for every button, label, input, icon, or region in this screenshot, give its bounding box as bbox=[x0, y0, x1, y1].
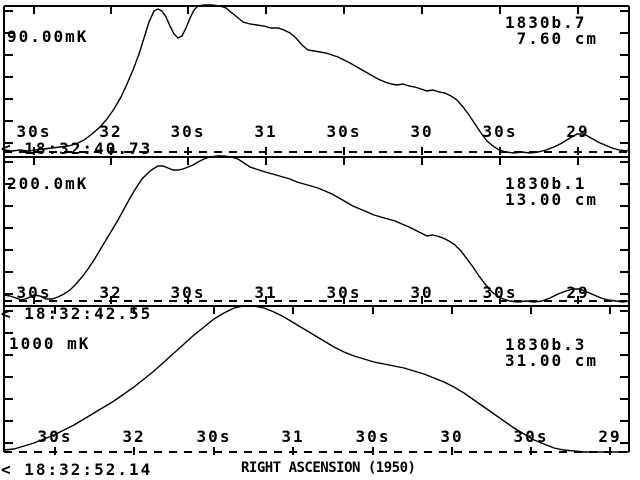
x-tick-label: 29 bbox=[566, 283, 590, 302]
scan-curve bbox=[3, 155, 630, 303]
source-name-label: 1830b.1 bbox=[505, 174, 587, 193]
scan-curve bbox=[3, 305, 629, 453]
x-tick-label: 30s bbox=[16, 122, 52, 141]
scan-timestamp: < 18:32:52.14 bbox=[1, 460, 153, 479]
x-tick-label: 31 bbox=[254, 122, 278, 141]
x-tick-label: 30s bbox=[196, 427, 232, 446]
x-tick-label: 30s bbox=[170, 122, 206, 141]
source-name-label: 1830b.7 bbox=[505, 13, 587, 32]
x-tick-label: 30s bbox=[513, 427, 549, 446]
scan-curve bbox=[3, 4, 630, 154]
x-axis-title: RIGHT ASCENSION (1950) bbox=[241, 460, 416, 476]
x-tick-label: 32 bbox=[122, 427, 146, 446]
x-tick-label: 32 bbox=[99, 122, 123, 141]
scan-timestamp: < 18:32:40.73 bbox=[1, 139, 153, 158]
amplitude-scale-label: 90.00mK bbox=[7, 27, 89, 46]
scan-timestamp: < 18:32:42.55 bbox=[1, 304, 153, 323]
x-tick-label: 30s bbox=[482, 283, 518, 302]
x-tick-label: 30s bbox=[326, 122, 362, 141]
x-tick-label: 31 bbox=[281, 427, 305, 446]
x-tick-label: 30s bbox=[482, 122, 518, 141]
x-tick-label: 30s bbox=[326, 283, 362, 302]
source-name-label: 1830b.3 bbox=[505, 335, 587, 354]
x-tick-label: 30 bbox=[410, 122, 434, 141]
x-tick-label: 30s bbox=[170, 283, 206, 302]
x-tick-label: 30 bbox=[410, 283, 434, 302]
x-tick-label: 29 bbox=[598, 427, 622, 446]
x-tick-label: 31 bbox=[254, 283, 278, 302]
x-tick-label: 30 bbox=[440, 427, 464, 446]
x-tick-label: 30s bbox=[355, 427, 391, 446]
wavelength-label: 31.00 cm bbox=[505, 351, 599, 370]
wavelength-label: 13.00 cm bbox=[505, 190, 599, 209]
x-tick-label: 32 bbox=[99, 283, 123, 302]
amplitude-scale-label: 1000 mK bbox=[9, 334, 91, 353]
x-tick-label: 30s bbox=[16, 283, 52, 302]
wavelength-label: 7.60 cm bbox=[505, 29, 599, 48]
amplitude-scale-label: 200.0mK bbox=[7, 174, 89, 193]
x-tick-label: 29 bbox=[566, 122, 590, 141]
x-tick-label: 30s bbox=[37, 427, 73, 446]
